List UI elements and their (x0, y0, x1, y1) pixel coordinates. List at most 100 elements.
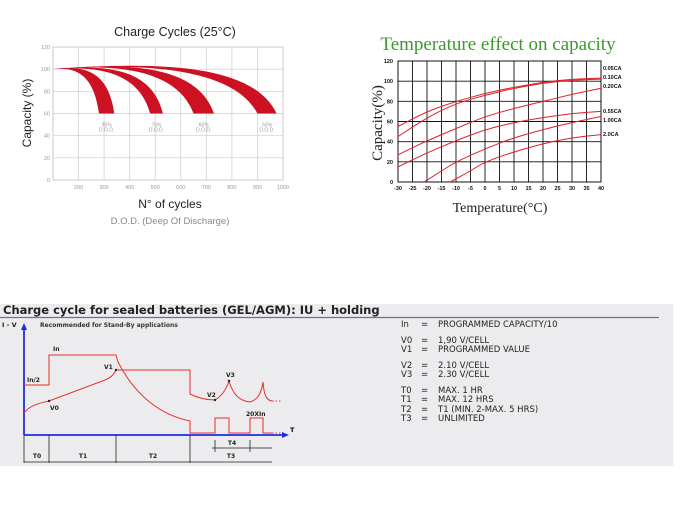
legend-value: 2.30 V/CELL (438, 370, 490, 380)
legend-value: PROGRAMMED CAPACITY/10 (438, 320, 558, 330)
period-t2: T2 (149, 453, 157, 460)
period-t0: T0 (33, 453, 41, 460)
chart2-xtick-label: 35 (583, 186, 589, 192)
chart1-ytick-label: 100 (41, 67, 50, 73)
chart2-ytick-label: 80 (387, 99, 393, 105)
diagram-y-axis-label: I - V (2, 321, 17, 329)
chart1-xtick-label: 500 (151, 185, 160, 191)
legend-key: T0 (401, 385, 412, 396)
period-t4: T4 (228, 440, 236, 447)
label-v0: V0 (50, 405, 59, 412)
chart2-xtick-label: 0 (483, 186, 486, 192)
v0-point (47, 399, 51, 403)
legend-key: V2 (401, 360, 413, 371)
legend-value: MAX. 1 HR (438, 385, 483, 396)
x-axis-arrow-icon (282, 432, 289, 438)
legend-row: V2 = 2.10 V/CELL (401, 360, 557, 372)
chart2-legend-label: 1.00CA (603, 118, 622, 124)
legend-row: In = PROGRAMMED CAPACITY/10 (401, 320, 558, 331)
chart2-ytick-label: 60 (387, 120, 393, 126)
chart1-band-3 (53, 65, 277, 114)
legend-equals: = (421, 345, 429, 355)
chart2-ylabel: Capacity(%) (370, 85, 386, 161)
legend-key: V1 (401, 345, 413, 355)
v1-point (114, 368, 118, 372)
chart1-xlabel: N° of cycles (138, 197, 201, 211)
period-t3: T3 (227, 453, 235, 460)
chart2-series-line (397, 77, 602, 127)
charge-diagram-panel (0, 304, 673, 466)
chart2-ytick-label: 100 (384, 79, 393, 85)
chart1-ytick-label: 120 (41, 45, 50, 51)
v3-point (227, 379, 231, 383)
chart1-xtick-label: 1000 (277, 185, 289, 191)
chart1-band-0 (53, 68, 115, 114)
period-dividers (23, 435, 272, 463)
legend-value: MAX. 12 HRS (438, 395, 494, 405)
chart1-band-label: D.O.D. (196, 128, 211, 134)
legend-key: T2 (401, 404, 412, 415)
legend-equals: = (421, 395, 429, 405)
charge-cycle-diagram: Charge cycle for sealed batteries (GEL/A… (0, 303, 659, 463)
x-axis-label: T (290, 426, 295, 434)
chart2-xtick-label: 30 (569, 186, 575, 192)
chart1-xtick-label: 300 (100, 185, 109, 191)
legend-row: V0 = 1,90 V/CELL (401, 335, 557, 347)
chart1-xtick-label: 900 (253, 185, 262, 191)
legend-key: In (401, 320, 409, 330)
label-20xin: 20XIn (246, 411, 265, 418)
legend-value: PROGRAMMED VALUE (438, 345, 530, 355)
legend-key: T3 (401, 414, 412, 424)
chart1-ylabel: Capacity (%) (20, 79, 34, 148)
legend-equals: = (421, 335, 429, 346)
chart2-xtick-label: -25 (409, 186, 417, 192)
chart1-band-label: 75% (151, 123, 162, 129)
chart2-legend-label: 0.20CA (603, 84, 622, 90)
legend-key: V0 (401, 335, 413, 346)
chart2-xtick-label: -10 (452, 186, 460, 192)
chart2-series-line (397, 87, 602, 156)
chart1-ytick-label: 0 (47, 178, 50, 184)
chart1-title: Charge Cycles (25°C) (114, 25, 236, 39)
chart1-xtick-label: 400 (125, 185, 134, 191)
chart1-xtick-label: 800 (227, 185, 236, 191)
legend-row: T1 = MAX. 12 HRS (401, 395, 557, 406)
chart2-ytick-label: 120 (384, 59, 393, 65)
legend-equals: = (421, 385, 429, 396)
label-v3: V3 (226, 372, 235, 379)
chart1-band-label: D.O.D. (259, 128, 274, 134)
chart2-xtick-label: -20 (423, 186, 431, 192)
chart2-xlabel: Temperature(°C) (453, 201, 548, 216)
chart2-series-line (423, 115, 602, 183)
v2-point (213, 398, 217, 402)
chart1-band-label: D.O.D. (149, 128, 164, 134)
label-in-half: In/2 (27, 377, 40, 384)
chart1-ytick-label: 20 (44, 156, 50, 162)
legend-row: V1 = PROGRAMMED VALUE (401, 345, 557, 356)
legend-value: 1,90 V/CELL (438, 335, 490, 346)
chart1-xtick-label: 700 (202, 185, 211, 191)
chart2-legend-label: 0.05CA (603, 66, 622, 72)
chart1-band-1 (53, 67, 163, 114)
legend-row: T2 = T1 (MIN. 2-MAX. 5 HRS) (401, 404, 557, 416)
chart1-xtick-label: 200 (74, 185, 83, 191)
period-t1: T1 (79, 453, 87, 460)
chart2-xtick-label: 5 (498, 186, 501, 192)
chart2-legend-label: 2.0CA (603, 132, 619, 138)
label-v2: V2 (207, 392, 216, 399)
legend-row: T3 = UNLIMITED (401, 414, 557, 425)
chart2-ytick-label: 0 (390, 180, 393, 186)
voltage-curve (23, 369, 273, 414)
legend-equals: = (421, 320, 429, 330)
legend-row: V3 = 2.30 V/CELL (401, 370, 557, 381)
chart2-title: Temperature effect on capacity (380, 34, 616, 55)
legend-equals: = (421, 360, 429, 371)
legend-equals: = (421, 370, 429, 380)
chart2-legend-label: 0.55CA (603, 109, 622, 115)
legend-value: UNLIMITED (438, 414, 485, 424)
legend-row: T0 = MAX. 1 HR (401, 385, 557, 397)
current-curve (24, 354, 272, 434)
chart2-series-line (397, 78, 602, 138)
chart2-xtick-label: -15 (438, 186, 446, 192)
label-v1: V1 (104, 364, 113, 371)
